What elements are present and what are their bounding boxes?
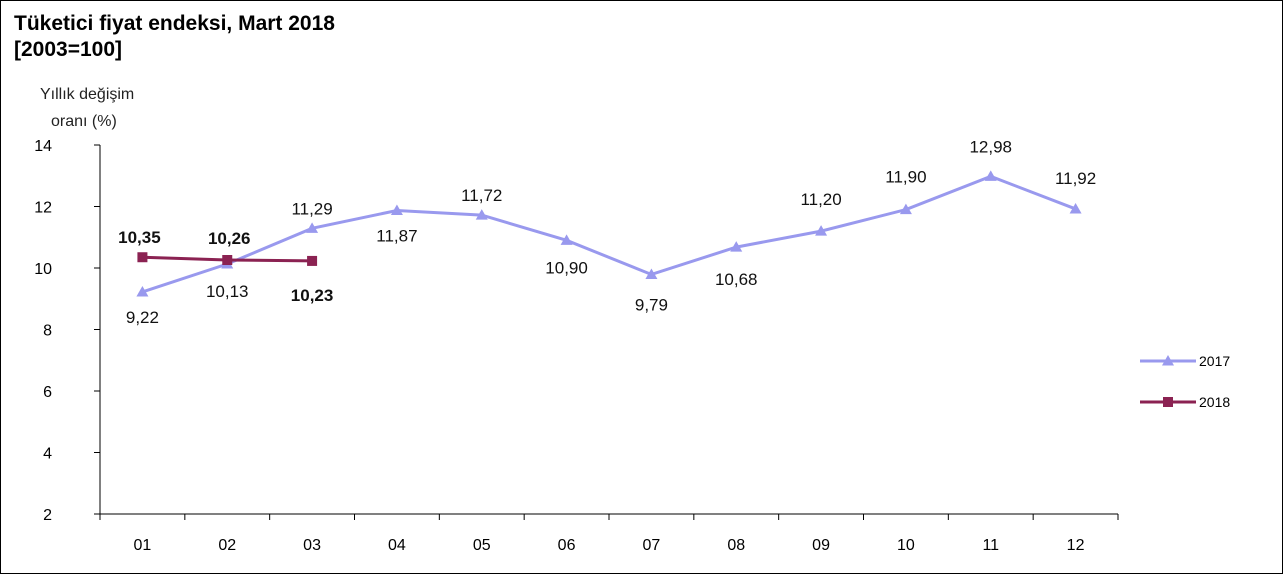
x-tick-label: 12 (1067, 537, 1085, 554)
data-point-triangle (1162, 355, 1174, 366)
data-point-square (307, 255, 318, 266)
y-tick-label: 12 (34, 200, 52, 217)
y-axis-label-line-2: oranı (%) (51, 113, 117, 130)
series-2018 (137, 252, 318, 266)
x-tick-label: 11 (982, 537, 999, 554)
data-point-square (222, 255, 233, 266)
data-label-2017: 10,68 (715, 270, 758, 289)
data-point-triangle (560, 234, 573, 245)
chart-subtitle: [2003=100] (14, 38, 123, 61)
data-label-2017: 9,79 (635, 295, 668, 314)
data-label-2017: 9,22 (126, 308, 159, 327)
data-label-2017: 11,87 (376, 226, 417, 245)
chart-legend: 2017 2018 (1140, 353, 1230, 410)
chart-title: Tüketici fiyat endeksi, Mart 2018 (14, 12, 335, 35)
data-point-triangle (899, 203, 912, 215)
data-point-triangle (475, 209, 488, 220)
legend-label: 2018 (1199, 394, 1230, 410)
series-line-2017 (141, 174, 1077, 294)
x-tick-label: 01 (134, 537, 152, 554)
legend-label: 2017 (1199, 353, 1230, 369)
data-point-triangle (390, 204, 403, 215)
data-label-2017: 10,90 (545, 258, 588, 277)
y-tick-label: 8 (43, 323, 52, 340)
data-label-2017: 11,90 (885, 168, 926, 187)
data-point-triangle (306, 222, 319, 233)
data-label-2018: 10,26 (208, 229, 251, 248)
data-label-2018: 10,23 (291, 286, 334, 305)
x-tick-label: 05 (473, 537, 491, 554)
legend-item-2017: 2017 (1140, 353, 1230, 369)
y-tick-label: 14 (34, 138, 52, 155)
data-point-triangle (1069, 202, 1082, 214)
x-tick-label: 08 (727, 537, 745, 554)
data-label-2018: 10,35 (118, 228, 161, 247)
y-tick-label: 2 (43, 507, 52, 524)
data-label-2017: 11,29 (291, 199, 332, 218)
data-point-square (137, 252, 148, 263)
y-tick-label: 10 (34, 261, 52, 278)
data-label-2017: 11,92 (1055, 169, 1096, 188)
chart-axes: 2 4 6 8 10 12 14 01 02 03 04 05 06 07 08 09 10 11 12 (34, 138, 1119, 554)
data-point-square (1163, 397, 1173, 407)
data-point-triangle (645, 268, 658, 279)
x-tick-label: 07 (643, 537, 661, 554)
data-label-2017: 12,98 (969, 137, 1012, 156)
data-point-triangle (984, 170, 997, 181)
chart-series (136, 170, 1082, 297)
x-tick-label: 03 (303, 537, 321, 554)
data-label-2017: 10,13 (206, 282, 249, 301)
data-point-triangle (136, 285, 149, 297)
legend-item-2018: 2018 (1140, 394, 1230, 410)
data-label-2017: 11,72 (461, 186, 502, 205)
x-tick-label: 09 (812, 537, 830, 554)
x-tick-label: 10 (897, 537, 915, 554)
y-tick-label: 6 (43, 384, 52, 401)
y-tick-label: 4 (43, 446, 52, 463)
data-point-triangle (815, 225, 828, 236)
x-tick-label: 04 (388, 537, 406, 554)
data-point-triangle (730, 241, 743, 252)
y-axis-label-line-1: Yıllık değişim (40, 86, 135, 103)
x-tick-label: 06 (558, 537, 576, 554)
chart-data-labels: 9,22 10,13 11,29 11,87 11,72 10,90 9,79 10,68 11… (118, 137, 1096, 327)
data-label-2017: 11,20 (800, 190, 841, 209)
series-2017 (136, 170, 1082, 297)
x-tick-label: 02 (218, 537, 236, 554)
